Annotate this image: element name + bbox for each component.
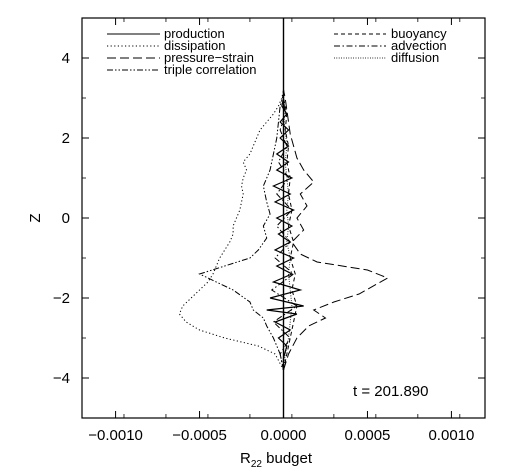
x-axis-label-sub: 22	[251, 459, 263, 470]
y-tick-label: −2	[53, 290, 70, 307]
series-advection	[270, 97, 298, 371]
legend-label: buoyancy	[391, 26, 447, 41]
annotation-time: t = 201.890	[353, 383, 428, 400]
axis-ticks	[81, 17, 485, 419]
legend-label: triple correlation	[164, 62, 257, 77]
x-tick-label: 0.0005	[345, 427, 391, 444]
series-triple-correlation	[198, 93, 284, 371]
y-axis-label: Z	[27, 213, 44, 222]
y-tick-label: 4	[62, 50, 70, 67]
axis-tick-labels: −0.0010 −0.0005 0.0000 0.0005 0.0010 −4 −2 0 2 4	[53, 50, 474, 444]
y-tick-label: 0	[62, 210, 70, 227]
series-diffusion	[283, 98, 293, 371]
series-pressure-strain	[283, 89, 389, 371]
y-tick-label: 2	[62, 130, 70, 147]
x-tick-label: 0.0000	[261, 427, 307, 444]
x-axis-label-rest: budget	[262, 450, 313, 467]
x-axis-label: R22 budget	[240, 450, 313, 470]
legend-label: production	[164, 26, 225, 41]
series-layer	[178, 89, 389, 371]
series-dissipation	[178, 89, 284, 371]
x-axis-label-main: R	[240, 450, 251, 467]
legend-label: pressure−strain	[164, 50, 254, 65]
x-tick-label: −0.0005	[172, 427, 227, 444]
legend-label: diffusion	[391, 50, 439, 65]
x-tick-label: −0.0010	[88, 427, 143, 444]
series-production	[266, 90, 304, 370]
series-buoyancy	[283, 97, 298, 371]
legend-label: advection	[391, 38, 447, 53]
x-tick-label: 0.0010	[428, 427, 474, 444]
legend: productiondissipationpressure−straintrip…	[107, 26, 447, 77]
y-tick-label: −4	[53, 370, 70, 387]
legend-label: dissipation	[164, 38, 225, 53]
